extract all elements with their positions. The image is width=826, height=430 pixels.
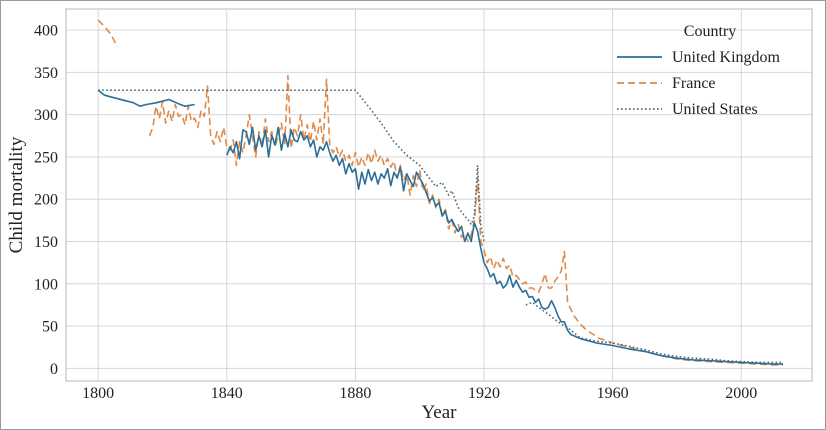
x-axis-title: Year xyxy=(421,402,457,423)
series-united-states xyxy=(98,89,784,364)
x-tick-label: 1880 xyxy=(339,385,371,402)
y-tick-label: 350 xyxy=(34,65,58,82)
legend-entry: France xyxy=(672,75,716,92)
x-tick-label: 1840 xyxy=(211,385,243,402)
plot-area xyxy=(65,8,813,382)
series-line xyxy=(525,301,784,364)
series-united-kingdom xyxy=(97,89,784,365)
x-tick-label: 1960 xyxy=(597,385,629,402)
x-tick-label: 1920 xyxy=(468,385,500,402)
y-axis-title: Child mortality xyxy=(6,136,27,253)
grid-lines xyxy=(66,9,812,381)
y-tick-label: 0 xyxy=(50,361,58,378)
x-tick-labels: 1800 1840 1880 1920 1960 2000 xyxy=(82,385,757,402)
legend-entry: United Kingdom xyxy=(672,49,781,66)
legend-title: Country xyxy=(684,23,736,40)
x-tick-label: 1800 xyxy=(82,385,114,402)
legend-entry: United States xyxy=(672,101,758,118)
y-tick-label: 50 xyxy=(42,319,58,336)
series-line xyxy=(226,126,784,365)
y-tick-label: 200 xyxy=(34,192,58,209)
series-line xyxy=(97,19,119,48)
y-tick-label: 300 xyxy=(34,107,58,124)
legend: Country United Kingdom France United State… xyxy=(617,23,781,118)
y-tick-labels: 0 50 100 150 200 250 300 350 400 xyxy=(34,23,58,378)
y-tick-label: 150 xyxy=(34,234,58,251)
series-layer xyxy=(97,19,784,366)
y-tick-label: 400 xyxy=(34,23,58,40)
y-tick-label: 100 xyxy=(34,276,58,293)
x-tick-label: 2000 xyxy=(725,385,757,402)
series-line xyxy=(97,89,195,107)
series-line xyxy=(98,89,485,242)
y-tick-label: 250 xyxy=(34,149,58,166)
